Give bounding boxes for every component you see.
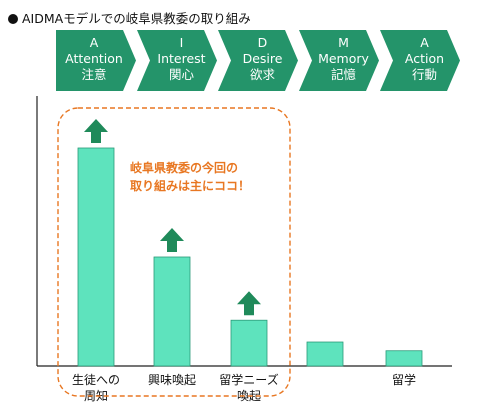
- x-tick-label: 興味喚起: [148, 373, 196, 387]
- annotation-line: 岐阜県教委の今回の: [130, 160, 238, 175]
- stage-name: Desire: [243, 51, 283, 66]
- stage-name-ja: 行動: [412, 67, 437, 82]
- x-tick-label: 留学ニーズ: [219, 372, 278, 387]
- stage-letter: A: [420, 35, 429, 50]
- bar: [385, 350, 423, 367]
- stage-chevron: [137, 30, 217, 91]
- up-arrow-icon: [160, 228, 184, 252]
- stage-letter: A: [90, 35, 99, 50]
- up-arrow-icon: [84, 119, 108, 143]
- highlight-annotation: 岐阜県教委の今回の取り組みは主にココ！: [130, 160, 250, 193]
- bar: [230, 319, 268, 367]
- stage-name: Action: [405, 51, 444, 66]
- stage-name-ja: 記憶: [331, 67, 357, 82]
- bar: [153, 256, 191, 367]
- stage-chevron: [299, 30, 379, 91]
- stage-letter: D: [258, 35, 268, 50]
- up-arrows: [84, 119, 261, 316]
- bullet-icon: [8, 14, 18, 24]
- up-arrow-icon: [237, 291, 261, 316]
- stage-name: Interest: [157, 51, 205, 66]
- stage-chevron: [56, 30, 136, 91]
- bars: [77, 147, 423, 367]
- aidma-stages: AAttention注意IInterest関心DDesire欲求MMemory記…: [56, 30, 460, 91]
- stage-name-ja: 関心: [169, 67, 195, 82]
- title-text: AIDMAモデルでの岐阜県教委の取り組み: [22, 11, 251, 26]
- highlight-box: [57, 107, 291, 397]
- stage-name: Attention: [65, 51, 123, 66]
- annotation-line: 取り組みは主にココ！: [130, 178, 250, 193]
- diagram-title: AIDMAモデルでの岐阜県教委の取り組み: [8, 8, 251, 27]
- stage-name: Memory: [318, 51, 369, 66]
- bar: [306, 341, 344, 367]
- bar: [77, 147, 115, 367]
- stage-name-ja: 欲求: [250, 67, 276, 82]
- stage-chevron: [380, 30, 460, 91]
- x-tick-label: 留学: [392, 372, 416, 387]
- stage-letter: I: [180, 35, 184, 50]
- stage-name-ja: 注意: [81, 67, 106, 82]
- stage-chevron: [218, 30, 298, 91]
- x-tick-label: 生徒への: [72, 373, 120, 387]
- stage-letter: M: [338, 35, 349, 50]
